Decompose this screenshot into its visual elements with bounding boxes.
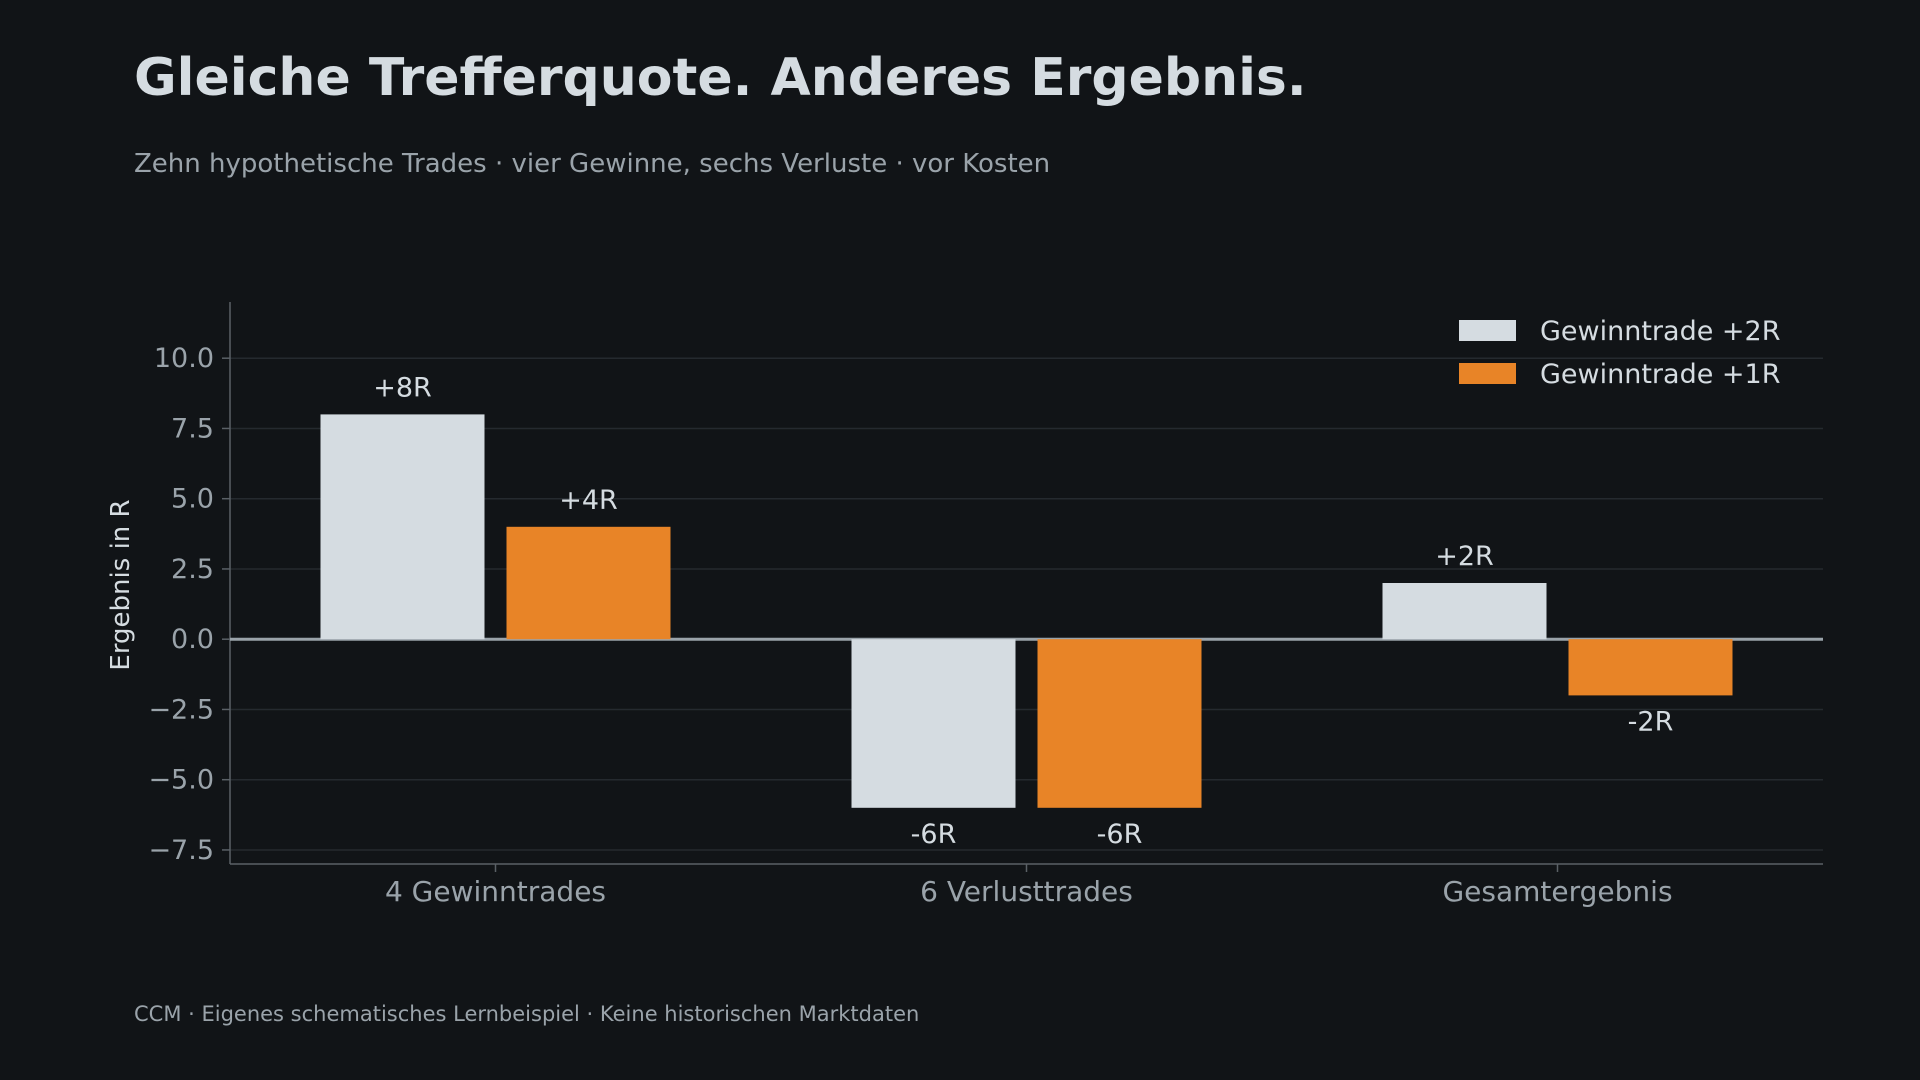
y-tick-label: 7.5 — [171, 413, 214, 444]
y-axis-label: Ergebnis in R — [106, 499, 136, 670]
legend: Gewinntrade +2R Gewinntrade +1R — [1459, 316, 1780, 390]
chart-subtitle: Zehn hypothetische Trades · vier Gewinne… — [134, 149, 1051, 179]
bar-value-label: +4R — [559, 485, 618, 516]
y-tick-label: 10.0 — [154, 343, 214, 374]
legend-swatch — [1459, 320, 1516, 341]
y-tick-label: −2.5 — [148, 694, 214, 725]
source-footer: CCM · Eigenes schematisches Lernbeispiel… — [134, 1002, 920, 1026]
axes: −7.5 −5.0 −2.5 0.0 2.5 5.0 7.5 10.0 4 Gewinntrad… — [148, 302, 1823, 908]
legend-label: Gewinntrade +1R — [1540, 359, 1780, 390]
legend-label: Gewinntrade +2R — [1540, 316, 1780, 347]
bar-value-label: -2R — [1628, 706, 1674, 737]
x-tick-label: 6 Verlusttrades — [920, 875, 1133, 908]
bar-value-label: +2R — [1435, 541, 1494, 572]
bars — [320, 414, 1733, 808]
y-tick-label: 0.0 — [171, 624, 214, 655]
bar — [506, 526, 671, 640]
bar — [320, 414, 485, 640]
chart-title: Gleiche Trefferquote. Anderes Ergebnis. — [134, 48, 1307, 108]
bar — [1382, 583, 1547, 640]
bar — [1037, 639, 1202, 808]
x-tick-label: 4 Gewinntrades — [385, 875, 606, 908]
bar-value-label: -6R — [1097, 819, 1143, 850]
x-tick-label: Gesamtergebnis — [1442, 875, 1672, 908]
bar — [851, 639, 1016, 808]
y-tick-label: −7.5 — [148, 835, 214, 866]
y-tick-label: 2.5 — [171, 554, 214, 585]
y-tick-label: −5.0 — [148, 765, 214, 796]
y-tick-label: 5.0 — [171, 484, 214, 515]
bar-value-label: +8R — [373, 372, 432, 403]
legend-swatch — [1459, 363, 1516, 384]
data-labels: +8R +4R -6R -6R +2R -2R — [373, 372, 1673, 849]
bar — [1568, 639, 1733, 696]
bar-value-label: -6R — [911, 819, 957, 850]
